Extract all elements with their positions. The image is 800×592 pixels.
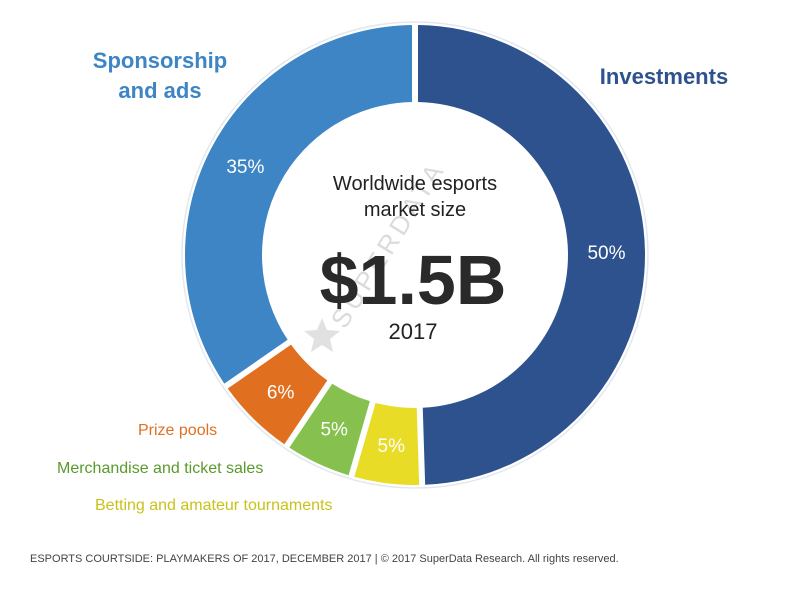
slice-label: 35%: [226, 157, 264, 178]
slice-label: 5%: [378, 436, 406, 457]
slice-label: 6%: [267, 382, 295, 403]
slice-prize-pools: [227, 344, 328, 445]
footer-source: ESPORTS COURTSIDE: PLAYMAKERS OF 2017, D…: [30, 553, 619, 565]
legend-prize-pools: Prize pools: [138, 422, 217, 439]
center-value: $1.5B: [320, 241, 507, 319]
center-line1: Worldwide esports: [333, 173, 497, 195]
center-line2: market size: [364, 199, 466, 221]
slice-merchandise-and-ticket-sales: [289, 383, 370, 476]
slice-investments: [417, 25, 645, 485]
legend-betting: Betting and amateur tournaments: [95, 497, 332, 514]
legend-sponsorship-line2: and ads: [118, 78, 201, 103]
legend-sponsorship-line1: Sponsorship: [93, 48, 227, 73]
legend-merchandise: Merchandise and ticket sales: [57, 460, 263, 477]
slice-betting-and-amateur-tournaments: [354, 402, 420, 485]
legend-investments: Investments: [600, 64, 728, 89]
outer-ring: [181, 21, 649, 489]
slice-sponsorship-and-ads: [185, 25, 413, 384]
center-year: 2017: [389, 319, 438, 344]
slice-label: 50%: [587, 243, 625, 264]
slice-label: 5%: [320, 420, 348, 441]
star-icon: [304, 318, 340, 352]
